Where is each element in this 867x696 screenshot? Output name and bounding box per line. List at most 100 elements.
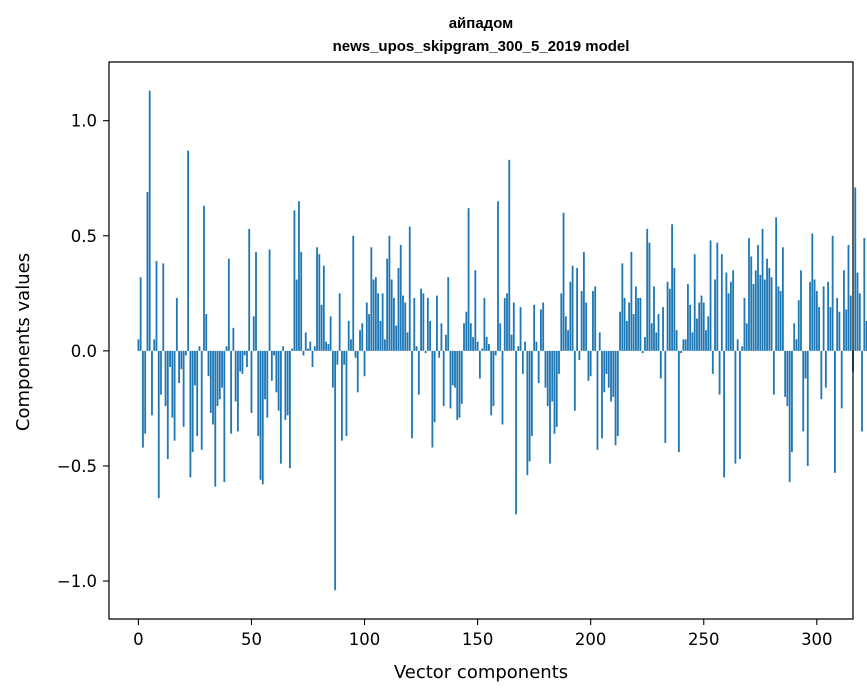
bar-169 [519,307,522,351]
bar-156 [490,350,493,416]
bar-159 [497,201,499,351]
bar-98 [359,330,361,351]
bar-172 [526,350,529,476]
bar-63 [279,350,282,464]
bar-23 [189,350,192,478]
bar-272 [752,284,755,351]
bar-133 [438,350,441,358]
bar-201 [592,291,594,351]
bar-231 [659,350,662,379]
bar-5 [148,90,151,351]
bar-259 [723,350,726,478]
bar-138 [449,350,452,409]
bar-173 [528,350,531,462]
bar-14 [169,350,171,367]
bar-273 [754,270,757,351]
bar-36 [218,350,221,400]
bar-112 [390,279,393,351]
bar-200 [589,350,592,377]
bar-244 [689,304,692,351]
bar-239 [677,350,680,453]
bar-113 [393,297,395,351]
bar-304 [824,350,827,388]
bar-309 [836,297,839,351]
bar-293 [800,270,802,351]
bar-212 [616,350,619,437]
bar-121 [411,350,413,439]
bar-157 [492,350,495,407]
bar-163 [506,293,508,351]
bar-230 [657,314,660,351]
bar-166 [512,302,515,351]
bar-129 [429,320,432,351]
bar-96 [354,350,357,358]
bar-115 [397,268,400,351]
bar-213 [619,311,621,351]
bar-160 [499,323,502,351]
bar-284 [779,291,782,351]
bar-268 [743,297,746,351]
bar-101 [365,302,368,351]
bar-274 [757,244,759,351]
bar-57 [266,350,269,418]
bar-18 [178,350,181,384]
bar-319 [858,293,861,351]
x-tick-label: 0 [133,630,144,649]
bar-22 [187,150,190,351]
bar-76 [309,341,312,351]
bar-110 [386,258,389,351]
bar-47 [243,350,246,356]
bar-205 [601,350,603,439]
y-tick-label: 0.5 [71,227,97,246]
bar-226 [648,242,651,351]
bar-161 [501,350,504,425]
bar-127 [424,350,427,354]
bar-320 [861,350,863,432]
bar-238 [675,330,678,351]
bar-146 [467,208,470,351]
bar-184 [553,350,556,434]
bar-210 [612,350,615,397]
bar-312 [843,270,845,351]
bar-130 [431,350,434,448]
bar-237 [673,268,676,351]
bar-24 [191,350,194,453]
bar-117 [402,295,404,351]
bar-108 [381,293,384,351]
bar-92 [345,350,348,437]
bar-48 [246,350,248,367]
bar-3 [144,350,147,434]
chart-title-line-2: news_upos_skipgram_300_5_2019 model [333,38,630,55]
bar-81 [320,304,323,351]
bar-107 [379,320,382,351]
bar-301 [818,307,820,351]
bar-142 [458,350,461,418]
bar-100 [363,350,366,377]
bar-42 [232,327,235,351]
bar-124 [417,350,420,395]
bar-209 [610,350,612,402]
bar-126 [422,293,425,351]
bar-105 [374,277,377,351]
bar-281 [772,350,775,395]
bar-282 [775,217,778,351]
bar-180 [544,350,547,388]
bar-300 [815,291,818,351]
bar-227 [650,323,653,351]
bar-269 [745,323,748,351]
bar-7 [153,339,156,351]
bar-53 [257,350,260,437]
bar-29 [203,205,205,351]
x-axis-ticks: 0 50 100 150 200 250 300 [133,619,833,649]
bar-279 [768,268,771,351]
bar-317 [854,187,857,351]
bar-149 [474,270,477,351]
bar-123 [415,346,418,351]
bar-93 [347,320,350,351]
bar-313 [845,309,848,351]
bar-119 [406,332,409,351]
plot-area-frame [108,61,854,620]
bar-95 [352,235,355,351]
y-tick-label: −1.0 [57,572,97,591]
bar-192 [571,265,574,351]
